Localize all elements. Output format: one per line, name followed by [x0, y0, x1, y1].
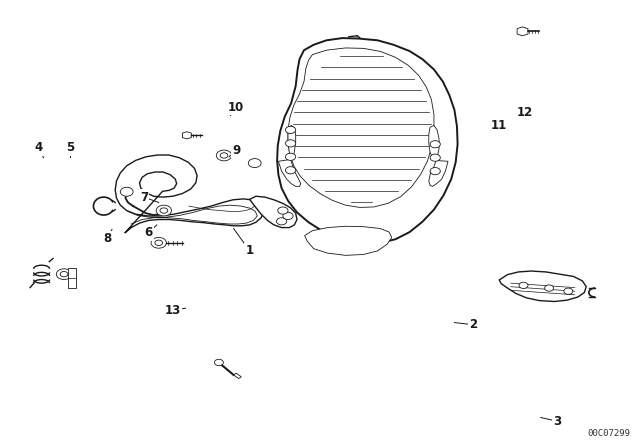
Polygon shape	[182, 132, 191, 139]
Circle shape	[285, 153, 296, 160]
Polygon shape	[277, 38, 458, 244]
Text: 8: 8	[104, 232, 111, 245]
Text: 7: 7	[140, 190, 148, 204]
Circle shape	[283, 212, 293, 220]
Circle shape	[285, 126, 296, 134]
Polygon shape	[115, 155, 264, 233]
Circle shape	[56, 269, 72, 280]
Polygon shape	[499, 271, 586, 302]
Polygon shape	[250, 196, 297, 228]
Text: 00C07299: 00C07299	[588, 429, 630, 438]
Circle shape	[564, 288, 573, 294]
Circle shape	[285, 167, 296, 174]
Polygon shape	[305, 226, 392, 255]
Text: 5: 5	[67, 141, 74, 155]
Text: 4: 4	[35, 141, 42, 155]
Polygon shape	[429, 125, 448, 186]
Circle shape	[216, 150, 232, 161]
Circle shape	[248, 159, 261, 168]
Text: 6: 6	[145, 226, 152, 240]
Circle shape	[160, 208, 168, 213]
Text: 9: 9	[233, 143, 241, 157]
Text: 12: 12	[516, 105, 533, 119]
Circle shape	[430, 141, 440, 148]
Circle shape	[60, 271, 68, 277]
Circle shape	[278, 207, 288, 214]
Polygon shape	[234, 373, 241, 379]
Polygon shape	[68, 268, 76, 288]
Circle shape	[156, 205, 172, 216]
Circle shape	[430, 168, 440, 175]
Text: 1: 1	[246, 244, 253, 258]
Circle shape	[545, 285, 554, 291]
Text: 2: 2	[470, 318, 477, 332]
Circle shape	[120, 187, 133, 196]
Circle shape	[285, 140, 296, 147]
Circle shape	[430, 154, 440, 161]
Circle shape	[155, 240, 163, 246]
Text: 11: 11	[491, 119, 508, 132]
Circle shape	[220, 153, 228, 158]
Circle shape	[214, 359, 223, 366]
Text: 10: 10	[227, 101, 244, 114]
Circle shape	[276, 218, 287, 225]
Polygon shape	[288, 48, 434, 207]
Polygon shape	[278, 125, 301, 186]
Circle shape	[519, 282, 528, 289]
Text: 13: 13	[164, 303, 181, 317]
Polygon shape	[517, 27, 528, 36]
Circle shape	[151, 237, 166, 248]
Text: 3: 3	[553, 414, 561, 428]
